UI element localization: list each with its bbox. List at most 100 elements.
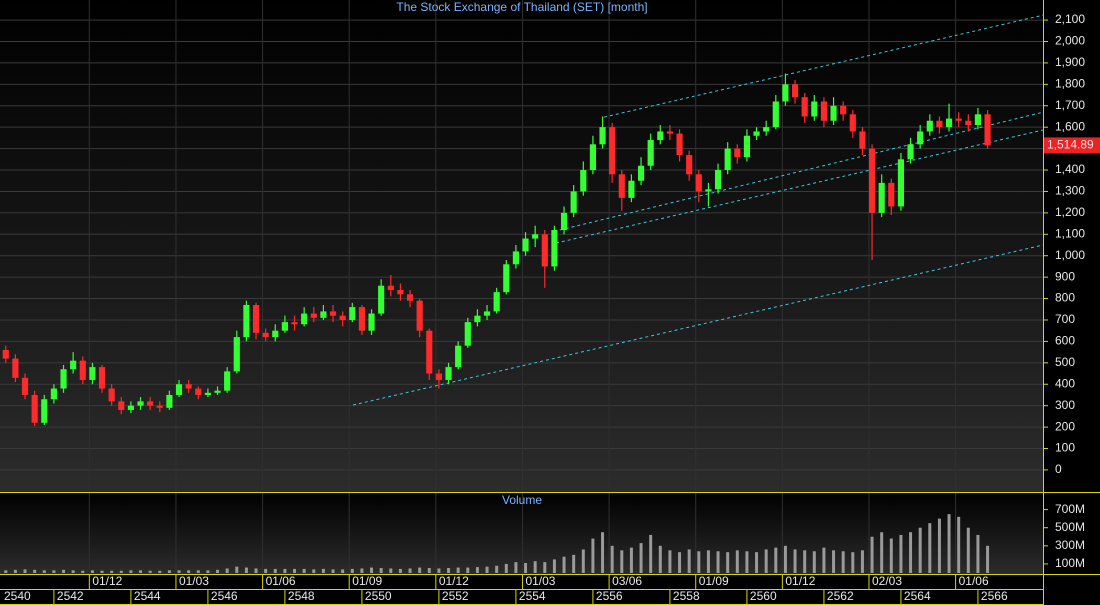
candle-body: [503, 264, 510, 293]
candle-body: [849, 114, 856, 132]
volume-bar: [244, 567, 248, 573]
date-tick-label: 01/06: [266, 574, 296, 588]
y-tick-label: 1,400: [1055, 162, 1085, 176]
volume-bar: [658, 545, 662, 573]
volume-bar: [283, 568, 287, 573]
candle-body: [551, 230, 558, 267]
candle-body: [878, 182, 885, 213]
y-tick-label: 1,200: [1055, 205, 1085, 219]
candle-body: [772, 101, 779, 128]
volume-bar: [370, 567, 374, 573]
year-tick-label: 2546: [211, 589, 238, 603]
candle-body: [262, 332, 269, 338]
y-tick-label: 2,000: [1055, 34, 1085, 48]
candle-body: [455, 345, 462, 368]
volume-bar: [129, 570, 133, 573]
date-tick-label: 03/06: [612, 574, 642, 588]
candle-body: [397, 289, 404, 295]
candle-body: [763, 127, 770, 132]
year-tick-label: 2540: [4, 589, 31, 603]
volume-tick-label: 300M: [1055, 538, 1085, 552]
y-tick-label: 0: [1055, 462, 1062, 476]
volume-bar: [331, 569, 335, 573]
volume-bar: [90, 570, 94, 573]
volume-bar: [629, 547, 633, 573]
candle-body: [580, 170, 587, 192]
last-price-label: 1,514.89: [1047, 138, 1094, 152]
candle-body: [301, 313, 308, 325]
labels: 0 100 200 300 400 500 600 700 800 900 1,000 1,100 1,…: [4, 12, 1100, 603]
candle-body: [358, 307, 365, 331]
candle-body: [907, 144, 914, 160]
volume-bar: [764, 549, 768, 573]
volume-bar: [649, 534, 653, 573]
candle-body: [955, 118, 962, 121]
volume-bar: [735, 550, 739, 573]
volume-bar: [408, 568, 412, 573]
y-tick-label: 500: [1055, 355, 1075, 369]
y-tick-label: 900: [1055, 269, 1075, 283]
volume-bar: [148, 570, 152, 573]
price-panel: [0, 0, 1043, 492]
volume-bar: [591, 538, 595, 573]
volume-bar: [947, 514, 951, 573]
candle-body: [50, 388, 57, 400]
volume-bar: [543, 562, 547, 573]
year-tick-label: 2564: [904, 589, 931, 603]
volume-bar: [177, 570, 181, 573]
year-tick-label: 2548: [288, 589, 315, 603]
year-tick-label: 2556: [596, 589, 623, 603]
candle-body: [609, 127, 616, 175]
volume-bar: [437, 568, 441, 573]
volume-bar: [341, 569, 345, 573]
y-tick-label: 700: [1055, 312, 1075, 326]
year-tick-label: 2542: [57, 589, 84, 603]
date-tick-label: 01/12: [439, 574, 469, 588]
volume-bar: [81, 570, 85, 573]
volume-tick-label: 500M: [1055, 520, 1085, 534]
volume-bar: [456, 567, 460, 573]
volume-bar: [42, 570, 46, 573]
candle-body: [291, 322, 298, 325]
candle-body: [743, 135, 751, 158]
volume-bar: [254, 568, 258, 573]
volume-bar: [860, 550, 864, 573]
candle-body: [493, 292, 500, 312]
volume-bar: [504, 563, 508, 573]
candle-body: [118, 401, 125, 410]
candle-body: [589, 144, 596, 171]
candle-body: [560, 212, 568, 231]
y-tick-label: 2,100: [1055, 12, 1085, 26]
volume-bar: [225, 568, 229, 573]
year-tick-label: 2558: [673, 589, 700, 603]
volume-bar: [601, 532, 605, 573]
volume-bar: [812, 551, 816, 573]
volume-bar: [321, 568, 325, 573]
candle-body: [686, 155, 693, 175]
volume-bar: [620, 550, 624, 573]
volume-bar: [851, 552, 855, 573]
volume-bar: [312, 569, 316, 573]
volume-bar: [196, 570, 200, 573]
candle-body: [888, 182, 895, 207]
volume-bar: [889, 538, 893, 573]
volume-bar: [524, 563, 528, 573]
grid: [0, 0, 1048, 604]
volume-bar: [774, 547, 778, 573]
candle-body: [166, 394, 173, 408]
volume-bar: [33, 569, 37, 573]
date-tick-label: 01/12: [785, 574, 815, 588]
candle-body: [522, 238, 529, 252]
candle-body: [89, 367, 96, 380]
candle-body: [243, 304, 250, 338]
volume-bar: [783, 545, 787, 573]
volume-bar: [495, 565, 499, 573]
candle-body: [897, 159, 905, 207]
candle-body: [541, 234, 548, 267]
volume-bar: [447, 568, 451, 573]
candle-body: [483, 311, 491, 316]
marks: [2, 14, 1044, 573]
candle-body: [281, 322, 288, 331]
candle-body: [252, 304, 260, 333]
